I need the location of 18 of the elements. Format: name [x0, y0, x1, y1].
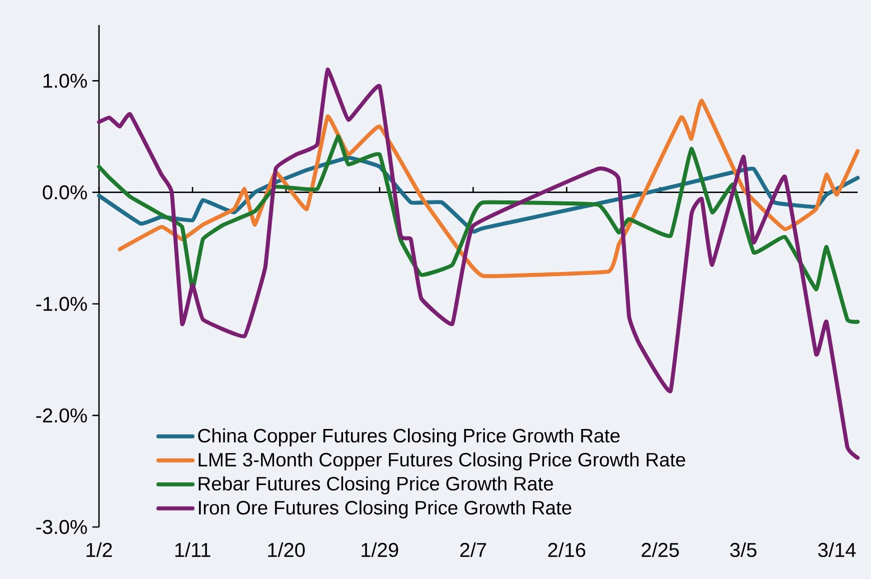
- x-tick-label: 1/11: [175, 542, 210, 558]
- x-tick-label: 1/2: [86, 542, 112, 558]
- legend-label: Rebar Futures Closing Price Growth Rate: [198, 476, 554, 494]
- y-tick-label: 1.0%: [44, 74, 87, 88]
- legend-label: Iron Ore Futures Closing Price Growth Rate: [198, 500, 572, 518]
- x-tick-label: 2/16: [548, 542, 586, 558]
- x-tick-label: 1/29: [362, 542, 398, 558]
- legend-label: China Copper Futures Closing Price Growth Rate: [198, 428, 620, 446]
- x-tick-label: 2/25: [642, 542, 679, 558]
- y-tick-label: 0.0%: [42, 185, 87, 200]
- x-tick-label: 2/7: [460, 542, 486, 558]
- y-tick-label: -2.0%: [36, 408, 87, 423]
- y-tick-label: -1.0%: [36, 296, 87, 311]
- x-tick-label: 3/14: [818, 542, 856, 558]
- y-tick-label: -3.0%: [36, 520, 87, 534]
- legend-label: LME 3-Month Copper Futures Closing Price Growth Rate: [198, 452, 686, 470]
- x-tick-label: 3/5: [730, 542, 756, 558]
- x-tick-label: 1/20: [268, 542, 305, 558]
